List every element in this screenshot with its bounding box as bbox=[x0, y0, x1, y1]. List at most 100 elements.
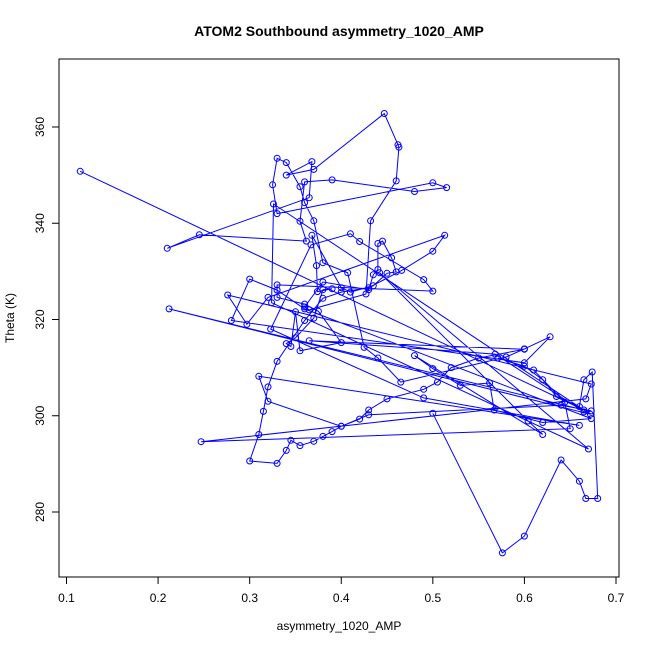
data-point bbox=[383, 395, 391, 403]
data-point bbox=[443, 184, 451, 192]
data-point bbox=[273, 293, 281, 301]
data-point bbox=[273, 281, 281, 289]
data-point bbox=[296, 217, 304, 225]
data-point bbox=[429, 365, 437, 373]
data-point bbox=[520, 532, 528, 540]
data-point bbox=[296, 183, 304, 191]
data-point bbox=[328, 428, 336, 436]
data-point bbox=[429, 409, 437, 417]
data-point bbox=[346, 230, 354, 238]
data-point bbox=[246, 275, 254, 283]
data-point bbox=[313, 262, 320, 270]
data-point bbox=[270, 200, 277, 208]
data-point bbox=[447, 364, 455, 372]
data-point bbox=[379, 237, 386, 245]
data-point bbox=[319, 432, 327, 440]
data-point bbox=[553, 393, 560, 400]
chart-title: ATOM2 Southbound asymmetry_1020_AMP bbox=[194, 23, 484, 39]
data-point bbox=[530, 366, 538, 374]
data-point bbox=[314, 307, 322, 315]
data-point bbox=[264, 383, 272, 391]
data-point bbox=[586, 410, 594, 418]
data-point bbox=[392, 177, 400, 185]
data-point bbox=[337, 339, 345, 347]
data-point bbox=[296, 347, 304, 355]
data-point bbox=[420, 385, 428, 393]
data-point bbox=[302, 237, 310, 245]
data-point bbox=[273, 154, 281, 162]
data-point bbox=[301, 178, 309, 186]
data-point bbox=[319, 259, 327, 267]
data-point bbox=[344, 269, 352, 277]
data-point bbox=[411, 352, 418, 360]
data-point bbox=[282, 159, 290, 167]
data-point bbox=[587, 415, 595, 423]
data-point bbox=[296, 442, 304, 450]
data-point bbox=[165, 305, 173, 313]
data-point bbox=[356, 238, 364, 245]
data-point bbox=[498, 549, 506, 557]
data-point bbox=[259, 407, 267, 415]
data-point bbox=[337, 284, 345, 292]
data-point bbox=[282, 171, 290, 179]
data-point bbox=[224, 291, 232, 299]
data-point bbox=[310, 437, 318, 445]
data-point bbox=[374, 266, 382, 273]
data-point bbox=[580, 408, 588, 416]
data-point bbox=[561, 398, 569, 406]
data-point bbox=[456, 381, 464, 389]
data-point bbox=[310, 217, 318, 225]
data-point bbox=[502, 353, 510, 361]
data-point bbox=[520, 345, 528, 353]
data-point bbox=[243, 320, 251, 328]
data-point bbox=[328, 285, 336, 293]
data-point bbox=[287, 436, 295, 444]
data-point bbox=[388, 254, 396, 262]
data-point bbox=[429, 247, 437, 255]
data-point bbox=[520, 359, 528, 367]
series-points bbox=[76, 110, 602, 557]
y-axis: 280 300 320 340 360 bbox=[33, 117, 60, 522]
data-point bbox=[195, 231, 203, 239]
data-point bbox=[264, 397, 272, 405]
data-point bbox=[319, 278, 327, 286]
data-point bbox=[580, 406, 588, 414]
data-point bbox=[356, 415, 364, 423]
x-tick-label: 0.7 bbox=[608, 591, 625, 605]
data-point bbox=[380, 110, 388, 117]
y-axis-label: Theta (K) bbox=[3, 293, 17, 343]
data-point bbox=[319, 286, 327, 294]
data-point bbox=[268, 299, 276, 307]
series-lines bbox=[79, 112, 599, 554]
data-point bbox=[365, 406, 373, 414]
data-point bbox=[395, 143, 403, 151]
data-point bbox=[255, 431, 263, 438]
data-point bbox=[301, 199, 309, 207]
data-point bbox=[287, 343, 295, 350]
data-point bbox=[305, 194, 313, 202]
data-point bbox=[369, 271, 377, 279]
data-point bbox=[76, 167, 84, 175]
data-point bbox=[587, 380, 595, 388]
data-point bbox=[585, 445, 592, 453]
data-point bbox=[197, 438, 205, 446]
data-point bbox=[520, 362, 528, 370]
data-point bbox=[360, 343, 368, 351]
data-point bbox=[539, 376, 547, 384]
y-tick-label: 280 bbox=[33, 502, 47, 522]
data-point bbox=[365, 286, 373, 294]
data-point bbox=[524, 417, 532, 425]
data-point bbox=[429, 179, 437, 187]
x-axis-label: asymmetry_1020_AMP bbox=[277, 619, 402, 633]
data-point bbox=[282, 446, 290, 454]
data-point bbox=[273, 286, 281, 294]
data-point bbox=[365, 284, 373, 292]
data-point bbox=[494, 354, 502, 362]
x-tick-label: 0.4 bbox=[333, 591, 350, 605]
data-point bbox=[255, 372, 263, 380]
data-point bbox=[580, 376, 588, 384]
data-point bbox=[588, 368, 596, 376]
data-point bbox=[420, 276, 428, 284]
data-point bbox=[566, 425, 574, 433]
data-point bbox=[301, 303, 309, 311]
